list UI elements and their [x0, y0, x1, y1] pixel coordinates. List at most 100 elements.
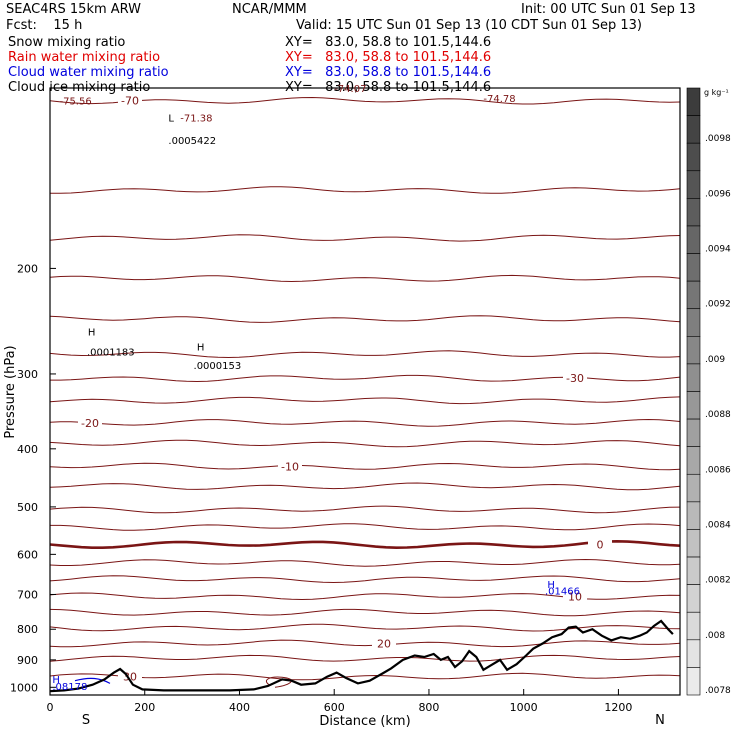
colorbar-segment	[686, 225, 701, 254]
colorbar-segment	[686, 336, 701, 365]
extremum-label: H	[52, 675, 60, 686]
temperature-contour	[49, 234, 681, 242]
temperature-contour	[49, 575, 681, 584]
extremum-label: H	[197, 343, 205, 354]
model-title: SEAC4RS 15km ARW	[6, 2, 142, 17]
extremum-label: .0005422	[168, 136, 216, 147]
south-label: S	[82, 713, 90, 728]
colorbar-segment	[686, 556, 701, 585]
extremum-label: .0000153	[194, 361, 242, 372]
temperature-contour	[49, 608, 681, 617]
plot-frame	[49, 87, 681, 696]
colorbar-label: .0098	[705, 134, 731, 144]
colorbar-segment	[686, 170, 701, 199]
contour-label: -20	[81, 417, 99, 430]
contour-label-bg	[588, 537, 612, 550]
y-tick-label: 1000	[10, 681, 38, 694]
colorbar-segment	[686, 473, 701, 503]
contour-label-bg	[278, 459, 302, 472]
colorbar-segment	[686, 391, 701, 420]
colorbar-label: .0088	[705, 410, 731, 420]
colorbar-segment	[686, 253, 701, 282]
extremum-label: .08178	[52, 682, 87, 693]
temperature-contour	[49, 418, 681, 427]
cloud-features	[74, 676, 292, 688]
extremum-label: .0001183	[87, 347, 135, 358]
extremum-label: H	[88, 328, 96, 339]
contour-label: 20	[377, 637, 391, 650]
y-tick-label: 500	[17, 501, 38, 514]
cloud-water-contour	[74, 677, 111, 684]
x-tick-label: 800	[418, 701, 439, 714]
y-tick-label: 400	[17, 443, 38, 456]
colorbar-segment	[686, 584, 701, 613]
x-tick-label: 1200	[604, 701, 632, 714]
contour-label: 10	[568, 590, 582, 603]
annotations: -75.56 -71.38 -74.07 -74.78 L .0005422 H .00011…	[52, 84, 580, 693]
colorbar-label: .0082	[705, 576, 731, 586]
colorbar-segment	[686, 308, 701, 337]
colorbar-label: .0086	[705, 465, 731, 475]
contour-label-bg	[563, 589, 587, 602]
y-tick-label: 800	[17, 623, 38, 636]
colorbar-segment	[686, 501, 701, 530]
init-time: Init: 00 UTC Sun 01 Sep 13	[521, 2, 696, 17]
axes: 0 200 400 600 800 1000 12002003004005006007008…	[10, 262, 632, 714]
temperature-contour	[50, 523, 681, 531]
field-name-rain: Rain water mixing ratio	[8, 50, 161, 65]
extremum-label: H	[547, 580, 555, 591]
extremum-label: -75.56	[59, 97, 91, 108]
temperature-contour	[49, 654, 681, 662]
colorbar-segment	[686, 87, 701, 116]
colorbar-segment	[686, 446, 701, 475]
y-axis-label: Pressure (hPa)	[3, 345, 18, 438]
field-xy-rain: XY= 83.0, 58.8 to 101.5,144.6	[285, 50, 492, 65]
colorbar-segment	[686, 280, 701, 310]
field-name-cloud-water: Cloud water mixing ratio	[8, 65, 169, 80]
contour-label-bg	[78, 415, 102, 428]
colorbar-segment	[686, 611, 701, 641]
extremum-label: -74.78	[483, 94, 515, 105]
extremum-label: -74.07	[334, 84, 366, 95]
temperature-contour	[49, 623, 681, 632]
x-axis-label: Distance (km)	[319, 714, 410, 729]
x-tick-label: 200	[134, 701, 155, 714]
x-tick-label: 600	[324, 701, 345, 714]
forecast-hour: Fcst: 15 h	[6, 18, 83, 33]
contour-label: 0	[597, 539, 604, 552]
contour-label: -30	[566, 372, 584, 385]
y-tick-label: 200	[17, 262, 38, 275]
colorbar-segment	[686, 667, 701, 696]
rain-contour	[266, 676, 292, 688]
y-tick-label: 700	[17, 588, 38, 601]
temperature-contour	[49, 350, 681, 359]
temperature-contour	[49, 186, 681, 194]
contour-label: -70	[121, 95, 139, 108]
temperature-contour	[49, 482, 681, 491]
org-label: NCAR/MMM	[232, 2, 307, 17]
colorbar-label: .0094	[705, 245, 731, 255]
extremum-label: L	[168, 113, 174, 124]
colorbar-unit: g kg⁻¹	[704, 88, 729, 97]
colorbar-label: .008	[705, 631, 725, 641]
colorbar-label: .0078	[705, 686, 731, 696]
colorbar-segment	[686, 529, 701, 558]
temperature-contour	[49, 439, 681, 448]
temperature-contour	[49, 315, 681, 323]
temperature-contour	[49, 672, 681, 681]
field-xy-cloud-water: XY= 83.0, 58.8 to 101.5,144.6	[285, 65, 492, 80]
extremum-label: .01466	[545, 587, 580, 598]
valid-time: Valid: 15 UTC Sun 01 Sep 13 (10 CDT Sun …	[296, 18, 642, 33]
terrain-line	[49, 619, 674, 693]
y-tick-label: 900	[17, 654, 38, 667]
colorbar-segment	[686, 363, 701, 392]
temperature-contour	[49, 505, 681, 514]
colorbar-segment	[686, 142, 701, 172]
field-name-snow: Snow mixing ratio	[8, 35, 126, 50]
colorbar-label: .0096	[705, 189, 731, 199]
contour-label-bg	[563, 371, 587, 384]
colorbar-segment	[686, 198, 701, 227]
contour-label-bg	[372, 636, 396, 649]
